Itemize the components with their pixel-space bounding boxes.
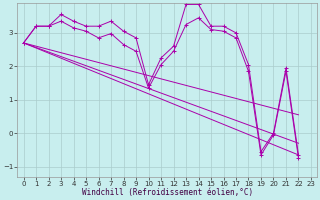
X-axis label: Windchill (Refroidissement éolien,°C): Windchill (Refroidissement éolien,°C) [82, 188, 253, 197]
